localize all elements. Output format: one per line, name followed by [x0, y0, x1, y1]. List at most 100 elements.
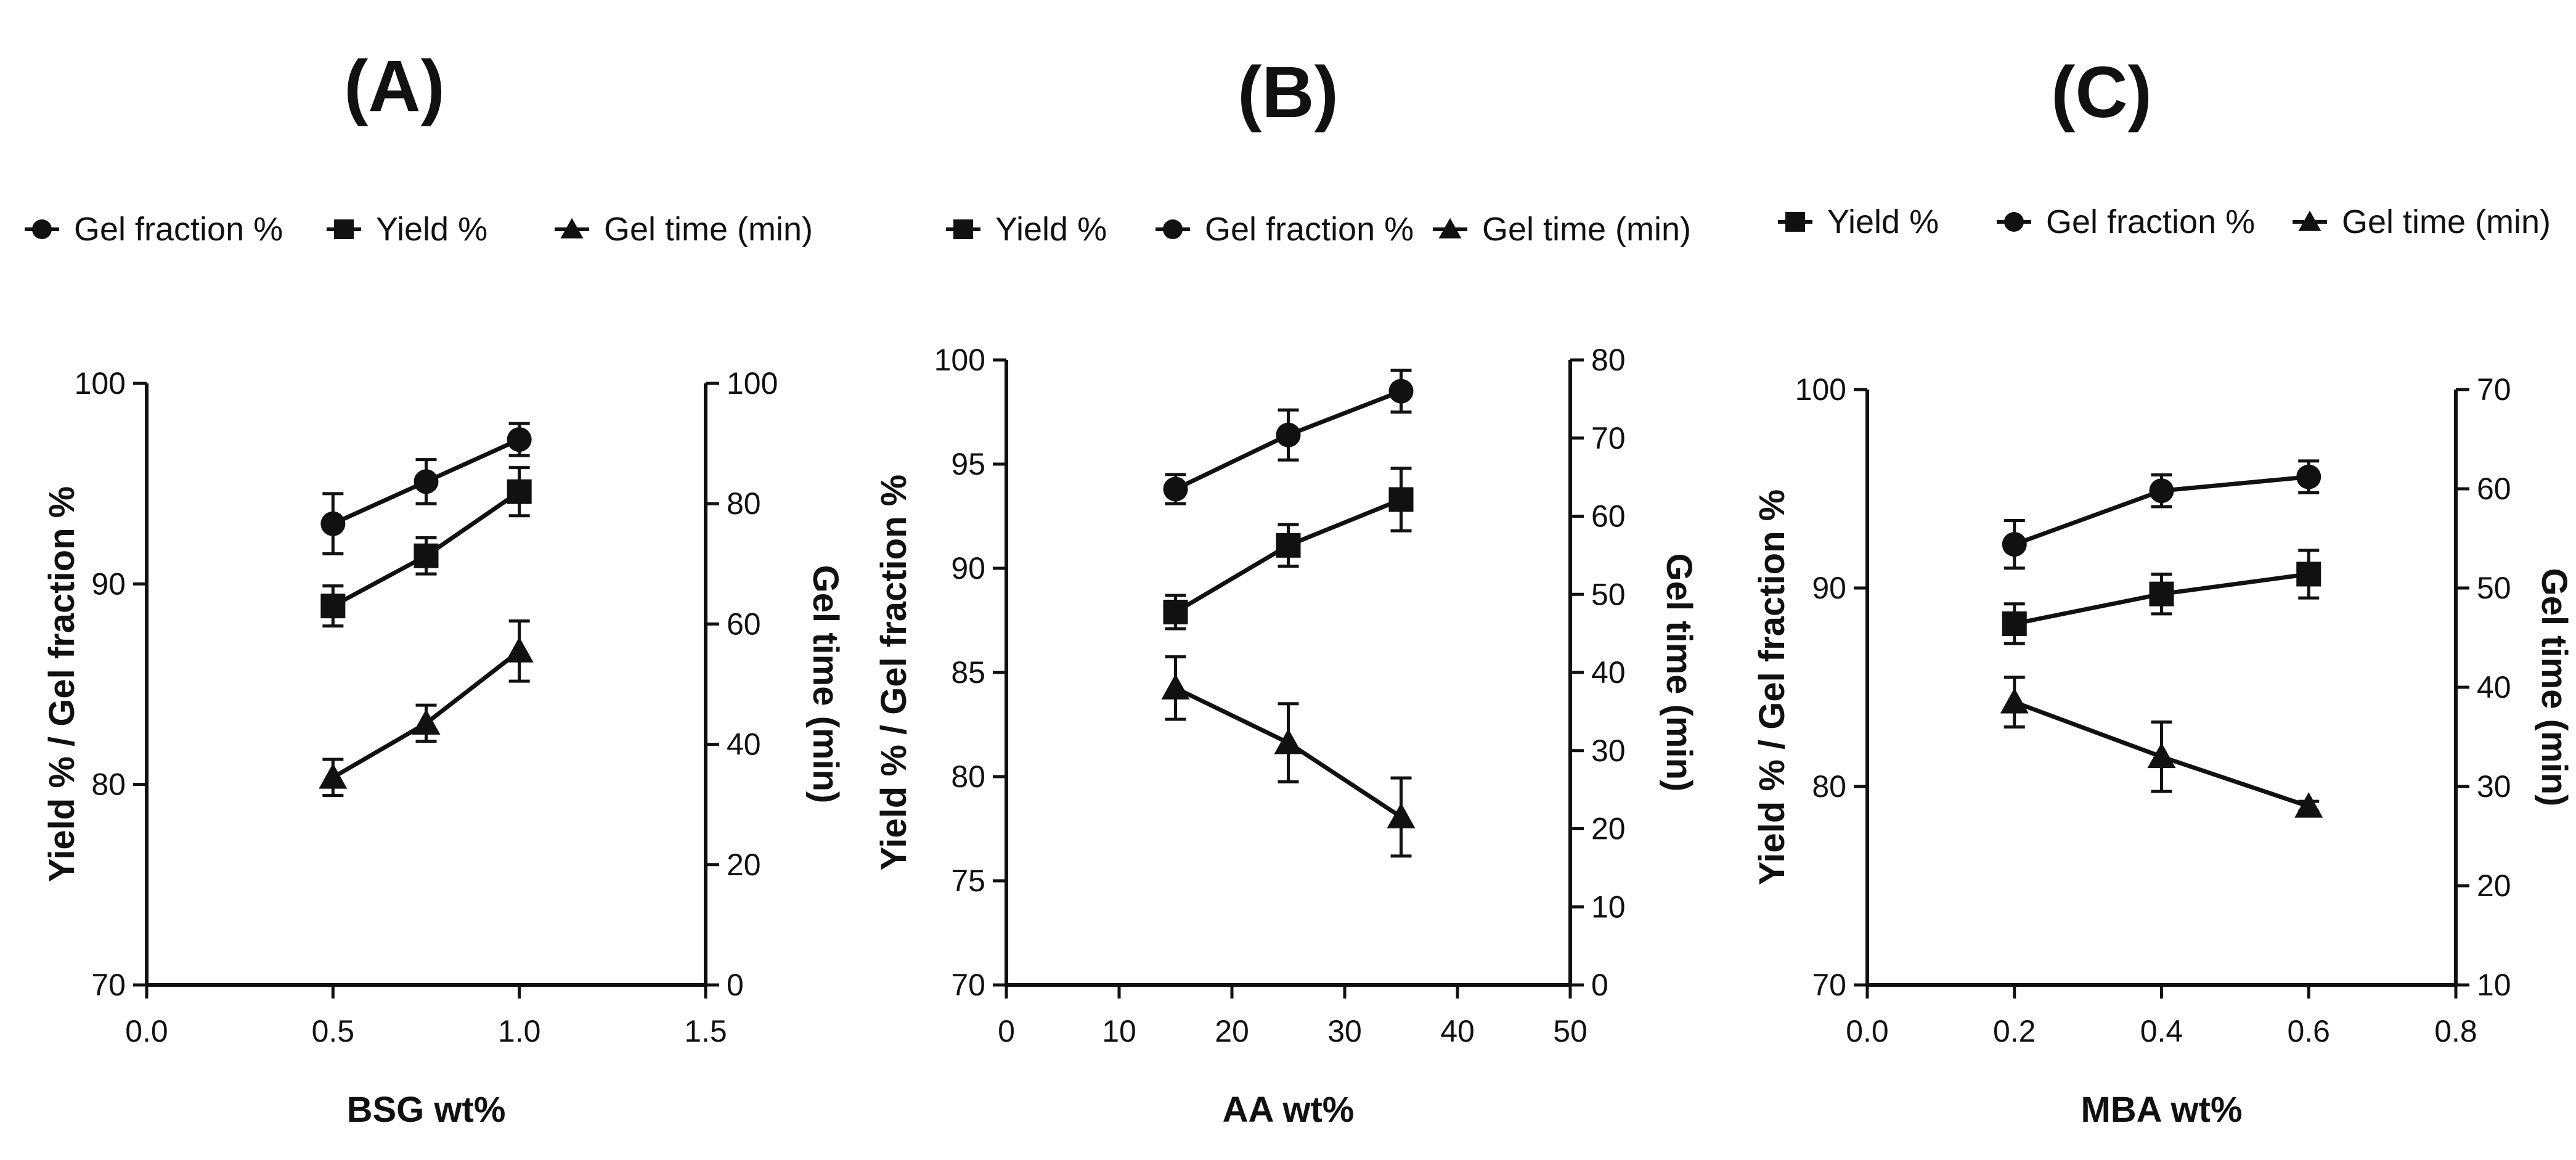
y2-tick-label: 0: [727, 968, 744, 1002]
data-point-square: [1163, 599, 1188, 624]
data-point-circle: [2296, 464, 2321, 489]
y2-tick-label: 80: [1591, 343, 1626, 377]
legend-label: Gel fraction %: [1205, 211, 1414, 248]
x-tick-label: 40: [1440, 1014, 1475, 1048]
panel-label: (B): [1237, 52, 1339, 133]
y-tick-label: 90: [951, 551, 985, 586]
y-tick-label: 100: [934, 343, 985, 377]
x-tick-label: 0.0: [125, 1014, 168, 1048]
data-point-triangle: [1161, 674, 1190, 700]
legend-marker-triangle: [2298, 210, 2321, 231]
legend-marker-square: [334, 219, 354, 239]
y2-tick-label: 30: [2477, 769, 2511, 804]
y2-tick-label: 10: [1591, 889, 1626, 924]
legend-label: Gel time (min): [1482, 211, 1691, 248]
data-point-square: [1276, 533, 1301, 558]
y2-tick-label: 60: [727, 607, 761, 641]
y-tick-label: 80: [951, 759, 985, 794]
legend-marker-triangle: [1438, 218, 1462, 239]
chart-panel-2: (C) Yield % Gel fraction % Gel time (min) 0.…: [1752, 52, 2574, 1130]
data-point-triangle: [2147, 742, 2176, 769]
y2-tick-label: 80: [727, 486, 761, 521]
y-axis-title: Yield % / Gel fraction %: [1752, 489, 1792, 885]
x-tick-label: 20: [1215, 1014, 1249, 1048]
y2-tick-label: 0: [1591, 968, 1608, 1002]
legend-label: Yield %: [376, 211, 487, 248]
x-tick-label: 0.8: [2434, 1014, 2477, 1048]
y2-tick-label: 40: [2477, 670, 2511, 705]
data-point-triangle: [1387, 803, 1416, 828]
y-tick-label: 80: [91, 767, 126, 802]
legend-marker-circle: [32, 219, 52, 239]
data-point-triangle: [319, 763, 348, 789]
y2-tick-label: 40: [1591, 655, 1626, 690]
y2-tick-label: 40: [727, 727, 761, 762]
data-point-square: [2296, 562, 2321, 587]
legend-marker-square: [1785, 212, 1805, 232]
y2-tick-label: 20: [1591, 812, 1626, 846]
data-point-triangle: [2294, 792, 2323, 818]
x-tick-label: 0.4: [2140, 1014, 2183, 1048]
legend-label: Yield %: [1827, 203, 1939, 240]
data-point-square: [2002, 611, 2027, 636]
y-axis-title: Yield % / Gel fraction %: [42, 486, 82, 882]
legend-label: Gel time (min): [604, 211, 813, 248]
y2-axis-title: Gel time (min): [1659, 553, 1699, 792]
panel-label: (C): [2051, 52, 2152, 133]
x-axis-title: AA wt%: [1223, 1090, 1355, 1130]
legend-label: Yield %: [995, 211, 1107, 248]
chart-panel-1: (B) Yield % Gel fraction % Gel time (min) 0 1…: [874, 52, 1699, 1130]
x-tick-label: 50: [1553, 1014, 1588, 1048]
legend-label: Gel fraction %: [2046, 203, 2255, 240]
data-point-triangle: [505, 637, 534, 663]
y-tick-label: 95: [951, 447, 985, 481]
y2-axis-title: Gel time (min): [2534, 568, 2574, 807]
y2-tick-label: 30: [1591, 733, 1626, 768]
x-tick-label: 10: [1102, 1014, 1136, 1048]
data-point-square: [320, 594, 346, 619]
y-tick-label: 75: [951, 864, 985, 898]
legend-marker-square: [953, 219, 973, 239]
y-tick-label: 70: [951, 968, 985, 1002]
data-point-triangle: [412, 709, 441, 735]
chart-panel-0: (A) Gel fraction % Yield % Gel time (min) 0.…: [25, 46, 846, 1130]
y2-tick-label: 10: [2477, 968, 2511, 1002]
y-tick-label: 90: [91, 566, 126, 601]
data-point-square: [507, 479, 532, 504]
data-point-circle: [414, 469, 439, 494]
y2-tick-label: 60: [1591, 499, 1626, 534]
y-tick-label: 90: [1812, 571, 1846, 605]
y2-tick-label: 70: [2477, 372, 2511, 407]
x-tick-label: 0.2: [1993, 1014, 2036, 1048]
data-point-circle: [1276, 422, 1301, 447]
x-tick-label: 1.5: [684, 1014, 727, 1048]
x-axis-title: MBA wt%: [2081, 1090, 2242, 1130]
y-tick-label: 70: [91, 968, 126, 1002]
y2-tick-label: 50: [1591, 577, 1626, 611]
legend-marker-circle: [2004, 212, 2024, 232]
y-tick-label: 100: [75, 366, 126, 401]
x-tick-label: 0.6: [2287, 1014, 2330, 1048]
x-tick-label: 0: [998, 1014, 1015, 1048]
panel-label: (A): [344, 46, 445, 127]
y2-tick-label: 100: [727, 366, 778, 401]
y-tick-label: 80: [1812, 769, 1846, 804]
data-point-circle: [2002, 532, 2027, 557]
y-axis-title: Yield % / Gel fraction %: [874, 475, 914, 870]
data-point-circle: [1163, 476, 1188, 502]
x-tick-label: 30: [1327, 1014, 1362, 1048]
data-point-triangle: [2000, 688, 2029, 714]
x-tick-label: 0.0: [1846, 1014, 1889, 1048]
y2-tick-label: 60: [2477, 472, 2511, 506]
legend-marker-triangle: [560, 218, 584, 239]
legend-label: Gel fraction %: [74, 211, 283, 248]
legend-label: Gel time (min): [2342, 203, 2551, 240]
y2-tick-label: 20: [727, 848, 761, 882]
y2-tick-label: 20: [2477, 868, 2511, 903]
y2-tick-label: 70: [1591, 421, 1626, 455]
x-axis-title: BSG wt%: [347, 1090, 506, 1130]
y2-tick-label: 50: [2477, 571, 2511, 605]
data-point-circle: [1388, 378, 1414, 404]
y-tick-label: 70: [1812, 968, 1846, 1002]
